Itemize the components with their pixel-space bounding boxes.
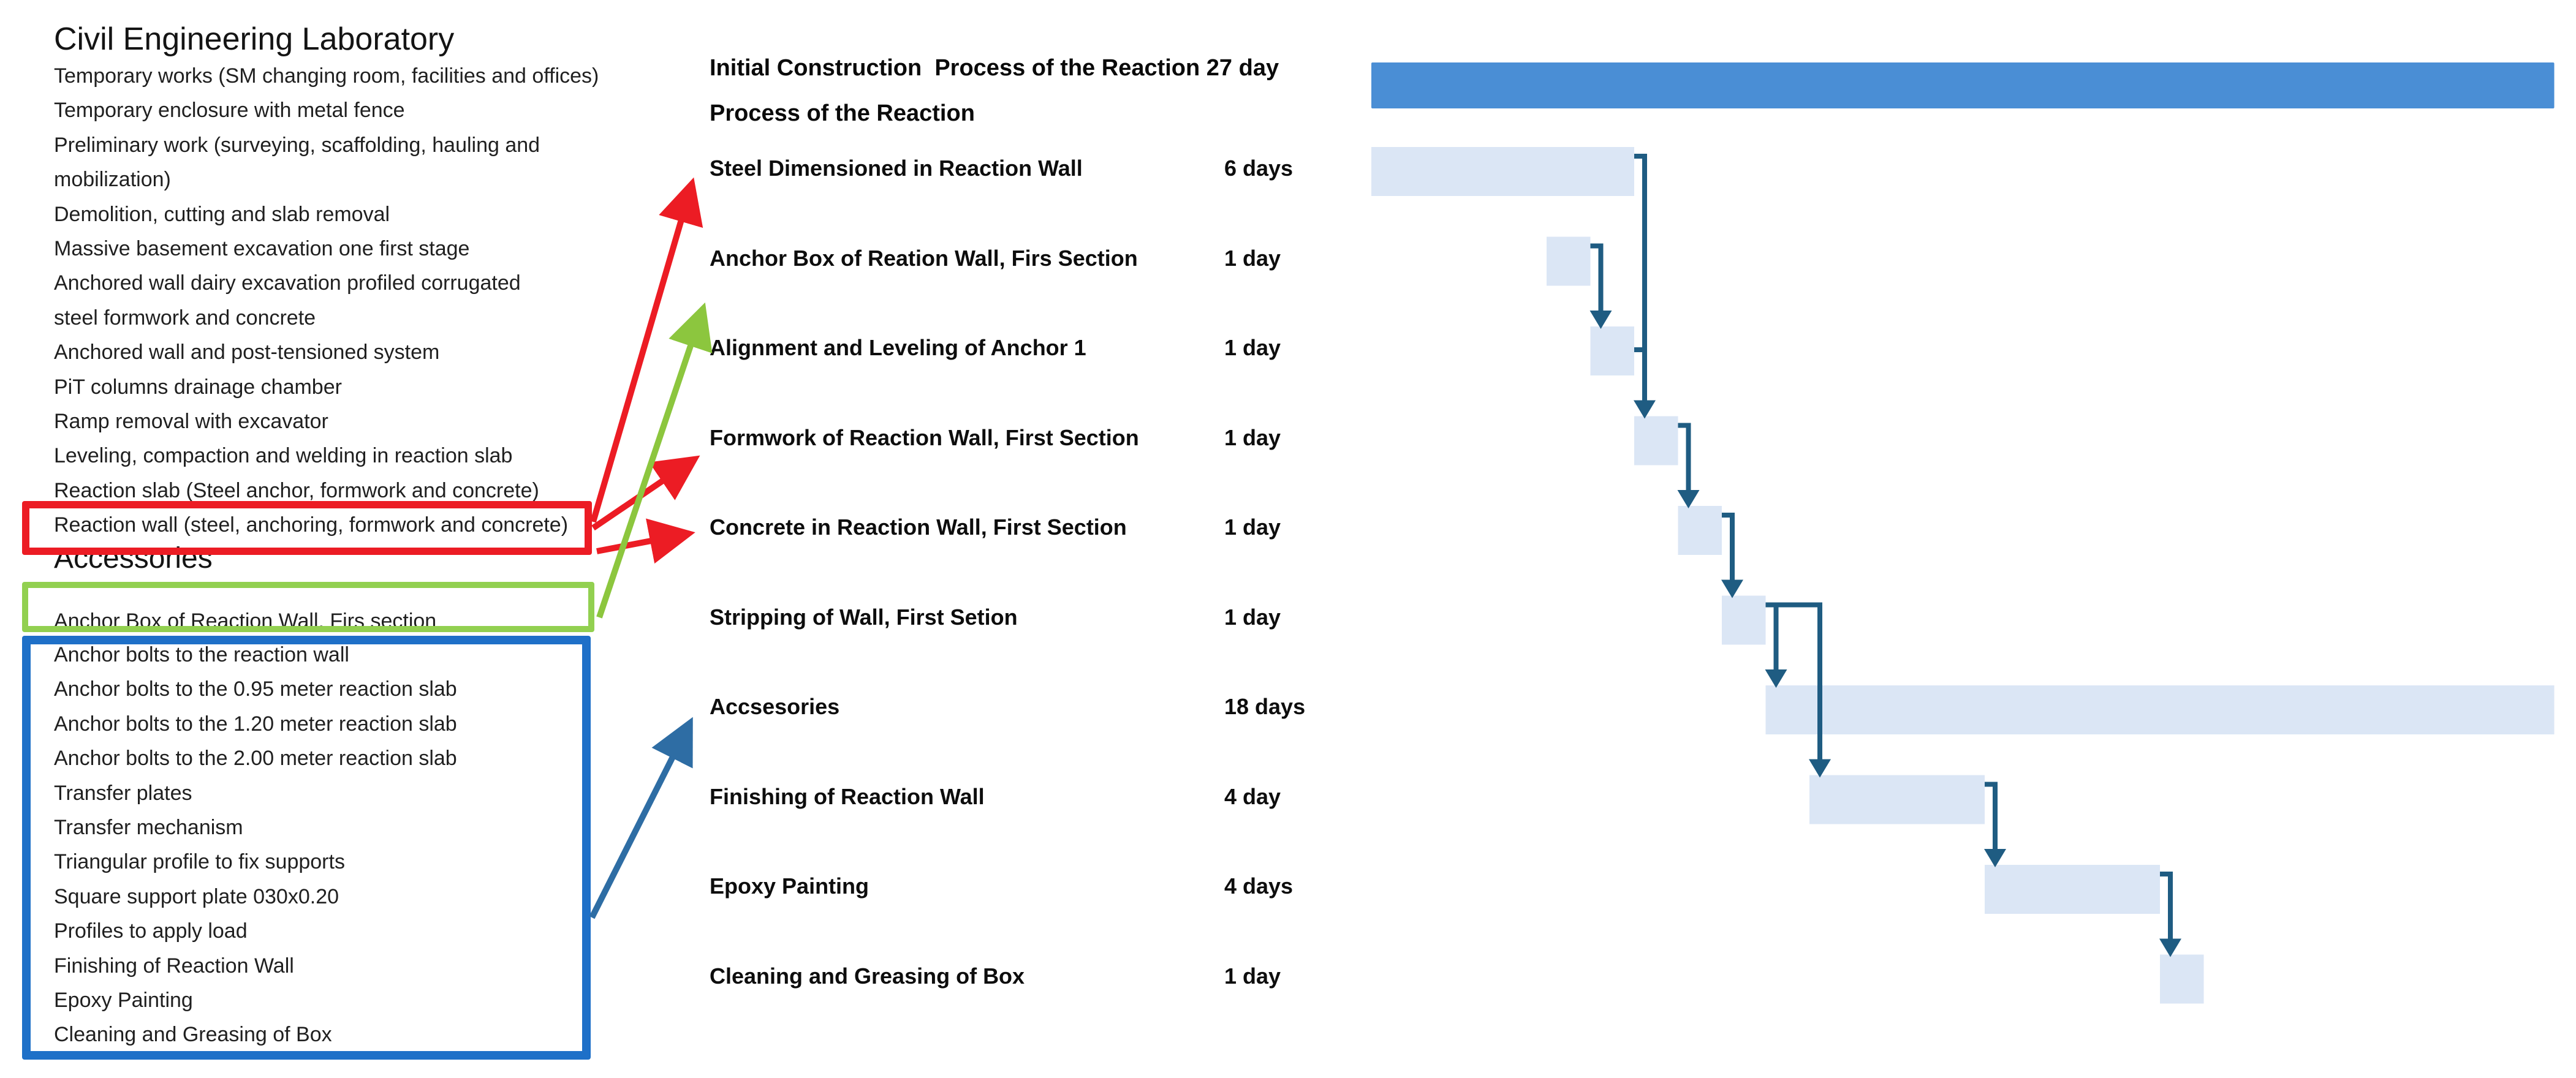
list-item: Reaction wall (steel, anchoring, formwor… (54, 513, 569, 537)
task-duration: 1 day (1224, 514, 1281, 540)
task-duration: 1 day (1224, 424, 1281, 450)
list-item: Triangular profile to fix supports (54, 850, 345, 874)
task-duration: 4 days (1224, 873, 1294, 899)
gantt-link (1634, 154, 1647, 403)
list-item: Transfer plates (54, 781, 192, 805)
task-duration: 1 day (1224, 604, 1281, 630)
gantt-summary-bar (1371, 62, 2555, 108)
gantt-link (2160, 872, 2173, 941)
annotation-arrow-green-alignment (596, 302, 713, 619)
highlight-box-accessories (22, 636, 591, 1060)
task-name: Formwork of Reaction Wall, First Section (710, 424, 1139, 450)
gantt-link (1985, 782, 1998, 851)
gantt-link (1765, 602, 1822, 762)
task-row-epoxy-painting: Epoxy Painting 4 days (710, 873, 1414, 910)
accessories-heading: Accessories (54, 542, 213, 575)
task-name: Concrete in Reaction Wall, First Section (710, 514, 1127, 540)
task-duration: 18 days (1224, 694, 1306, 719)
list-item: Anchor bolts to the 1.20 meter reaction … (54, 712, 457, 736)
gantt-bar-stripping (1722, 595, 1766, 645)
gantt-bar-accsesories (1765, 685, 2555, 734)
list-item: Anchor bolts to the 2.00 meter reaction … (54, 747, 457, 771)
task-name: Stripping of Wall, First Setion (710, 604, 1018, 630)
gantt-title-line2: Process of the Reaction (710, 100, 975, 126)
gantt-bar-epoxy-painting (1985, 865, 2160, 914)
gantt-link-arrowhead (1677, 490, 1700, 508)
task-row-formwork: Formwork of Reaction Wall, First Section… (710, 425, 1414, 462)
gantt-link-arrowhead (1984, 849, 2006, 867)
list-item: Anchor bolts to the reaction wall (54, 643, 349, 666)
list-item: Epoxy Painting (54, 988, 193, 1012)
gantt-bar-finishing (1809, 775, 1985, 824)
task-name: Accsesories (710, 694, 840, 719)
list-item: Anchored wall dairy excavation profiled … (54, 271, 521, 295)
gantt-link (1765, 602, 1779, 672)
list-item: Temporary enclosure with metal fence (54, 99, 405, 123)
gantt-bar-anchor-box (1547, 236, 1591, 286)
gantt-link (1722, 513, 1735, 582)
gantt-link-arrowhead (1589, 311, 1612, 329)
gantt-bar-concrete (1678, 506, 1722, 555)
list-item: Anchored wall and post-tensioned system (54, 341, 440, 364)
task-row-finishing: Finishing of Reaction Wall 4 day (710, 784, 1414, 821)
list-item: Temporary works (SM changing room, facil… (54, 64, 599, 88)
task-name: Epoxy Painting (710, 873, 869, 899)
highlight-box-reaction-wall (22, 501, 592, 555)
list-item: Cleaning and Greasing of Box (54, 1023, 332, 1047)
gantt-bar-cleaning (2160, 954, 2204, 1004)
task-row-stripping: Stripping of Wall, First Setion 1 day (710, 605, 1414, 641)
task-name: Anchor Box of Reation Wall, Firs Section (710, 245, 1138, 271)
task-row-steel-dimensioned: Steel Dimensioned in Reaction Wall 6 days (710, 156, 1414, 192)
task-name: Finishing of Reaction Wall (710, 783, 985, 809)
gantt-bar-formwork (1634, 416, 1678, 466)
task-name: Cleaning and Greasing of Box (710, 963, 1025, 989)
list-item: Ramp removal with excavator (54, 409, 328, 433)
task-row-concrete: Concrete in Reaction Wall, First Section… (710, 514, 1414, 551)
work-breakdown-list: Temporary works (SM changing room, facil… (54, 59, 599, 542)
list-item: Preliminary work (surveying, scaffolding… (54, 133, 540, 157)
annotation-arrow-blue-accsesories (589, 717, 693, 919)
task-duration: 1 day (1224, 335, 1281, 360)
gantt-link-arrowhead (1809, 759, 1831, 778)
list-item: Demolition, cutting and slab removal (54, 202, 390, 226)
list-item: Square support plate 030x0.20 (54, 884, 339, 908)
gantt-link (1590, 243, 1604, 313)
task-duration: 6 days (1224, 156, 1294, 181)
task-row-alignment: Alignment and Leveling of Anchor 1 1 day (710, 335, 1414, 372)
list-item: Leveling, compaction and welding in reac… (54, 444, 513, 468)
task-duration: 1 day (1224, 245, 1281, 271)
gantt-link-arrowhead (1721, 579, 1743, 598)
gantt-bar-steel-dimensioned (1371, 147, 1634, 196)
list-item: Massive basement excavation one first st… (54, 236, 470, 260)
page-title: Civil Engineering Laboratory (54, 21, 455, 57)
list-item: Anchor bolts to the 0.95 meter reaction … (54, 677, 457, 701)
list-item: Reaction slab (Steel anchor, formwork an… (54, 478, 539, 502)
list-item: Transfer mechanism (54, 815, 243, 839)
annotation-arrow-red-concrete (596, 518, 695, 564)
gantt-title-line1: Initial Construction Process of the Reac… (710, 55, 1279, 81)
list-item: mobilization) (54, 168, 171, 192)
annotation-arrow-red-steel (590, 177, 703, 523)
gantt-link-arrowhead (2159, 938, 2181, 957)
task-name: Alignment and Leveling of Anchor 1 (710, 335, 1086, 360)
highlight-box-anchor-box (22, 582, 594, 632)
list-item: Finishing of Reaction Wall (54, 954, 294, 978)
list-item: PiT columns drainage chamber (54, 375, 342, 399)
list-item: steel formwork and concrete (54, 306, 316, 330)
task-name: Steel Dimensioned in Reaction Wall (710, 156, 1083, 181)
gantt-link-arrowhead (1765, 669, 1787, 688)
task-row-accsesories: Accsesories 18 days (710, 694, 1414, 731)
gantt-link-arrowhead (1634, 400, 1656, 419)
list-item: Profiles to apply load (54, 919, 248, 943)
accessories-list: Anchor bolts to the reaction wall Anchor … (54, 638, 457, 1052)
task-row-cleaning: Cleaning and Greasing of Box 1 day (710, 963, 1414, 1000)
task-duration: 4 day (1224, 783, 1281, 809)
task-duration: 1 day (1224, 963, 1281, 989)
task-row-anchor-box: Anchor Box of Reation Wall, Firs Section… (710, 246, 1414, 282)
gantt-link (1678, 423, 1691, 492)
gantt-bar-alignment (1590, 326, 1634, 375)
